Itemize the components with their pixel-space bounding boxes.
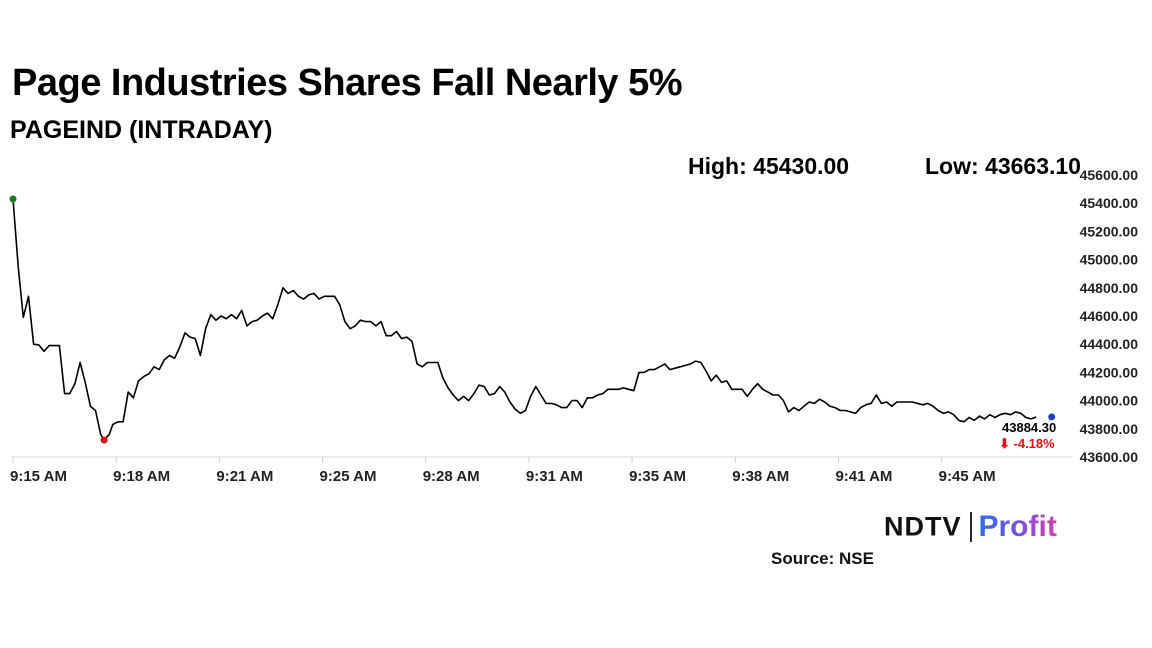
ndtv-profit-logo: NDTV Profit xyxy=(884,510,1057,546)
x-tick-label: 9:31 AM xyxy=(526,468,583,485)
last-price-label: 43884.30 xyxy=(1002,420,1056,435)
source-note: Source: NSE xyxy=(771,549,874,568)
x-tick-label: 9:15 AM xyxy=(10,468,67,485)
logo-separator xyxy=(969,512,972,542)
price-line xyxy=(12,198,1037,441)
y-tick-label: 45200.00 xyxy=(1080,223,1139,239)
y-tick-label: 44400.00 xyxy=(1080,336,1139,352)
y-tick-label: 43800.00 xyxy=(1080,421,1139,437)
day-low-marker xyxy=(100,436,108,444)
chart-subtitle: PAGEIND (INTRADAY) xyxy=(10,116,273,144)
y-tick-label: 44200.00 xyxy=(1080,364,1139,380)
x-tick-label: 9:41 AM xyxy=(835,468,892,485)
y-tick-label: 45000.00 xyxy=(1080,252,1139,268)
x-tick-label: 9:25 AM xyxy=(320,468,377,485)
x-tick-label: 9:45 AM xyxy=(939,468,996,485)
x-tick-label: 9:21 AM xyxy=(216,468,273,485)
logo-profit-text: Profit xyxy=(978,510,1057,543)
logo-ndtv-text: NDTV xyxy=(884,511,962,542)
last-price-marker xyxy=(1048,413,1056,421)
y-tick-label: 43600.00 xyxy=(1080,449,1139,465)
y-tick-label: 45400.00 xyxy=(1080,195,1139,211)
x-tick-label: 9:28 AM xyxy=(423,468,480,485)
change-percent-label: ⬇ -4.18% xyxy=(999,436,1055,451)
x-tick-label: 9:35 AM xyxy=(629,468,686,485)
y-axis: 43600.00 43800.00 44000.00 44200.00 44400.00… xyxy=(1080,167,1139,465)
y-tick-label: 44600.00 xyxy=(1080,308,1139,324)
chart-title: Page Industries Shares Fall Nearly 5% xyxy=(12,62,683,104)
x-tick-label: 9:18 AM xyxy=(113,468,170,485)
y-tick-label: 45600.00 xyxy=(1080,167,1139,183)
x-tick-label: 9:38 AM xyxy=(732,468,789,485)
high-value: High: 45430.00 xyxy=(688,153,850,179)
day-high-marker xyxy=(9,195,17,203)
low-value: Low: 43663.10 xyxy=(925,153,1081,179)
y-tick-label: 44800.00 xyxy=(1080,280,1139,296)
x-axis: 9:15 AM 9:18 AM 9:21 AM 9:25 AM 9:28 AM 9:31 … xyxy=(10,457,996,485)
y-tick-label: 44000.00 xyxy=(1080,393,1139,409)
